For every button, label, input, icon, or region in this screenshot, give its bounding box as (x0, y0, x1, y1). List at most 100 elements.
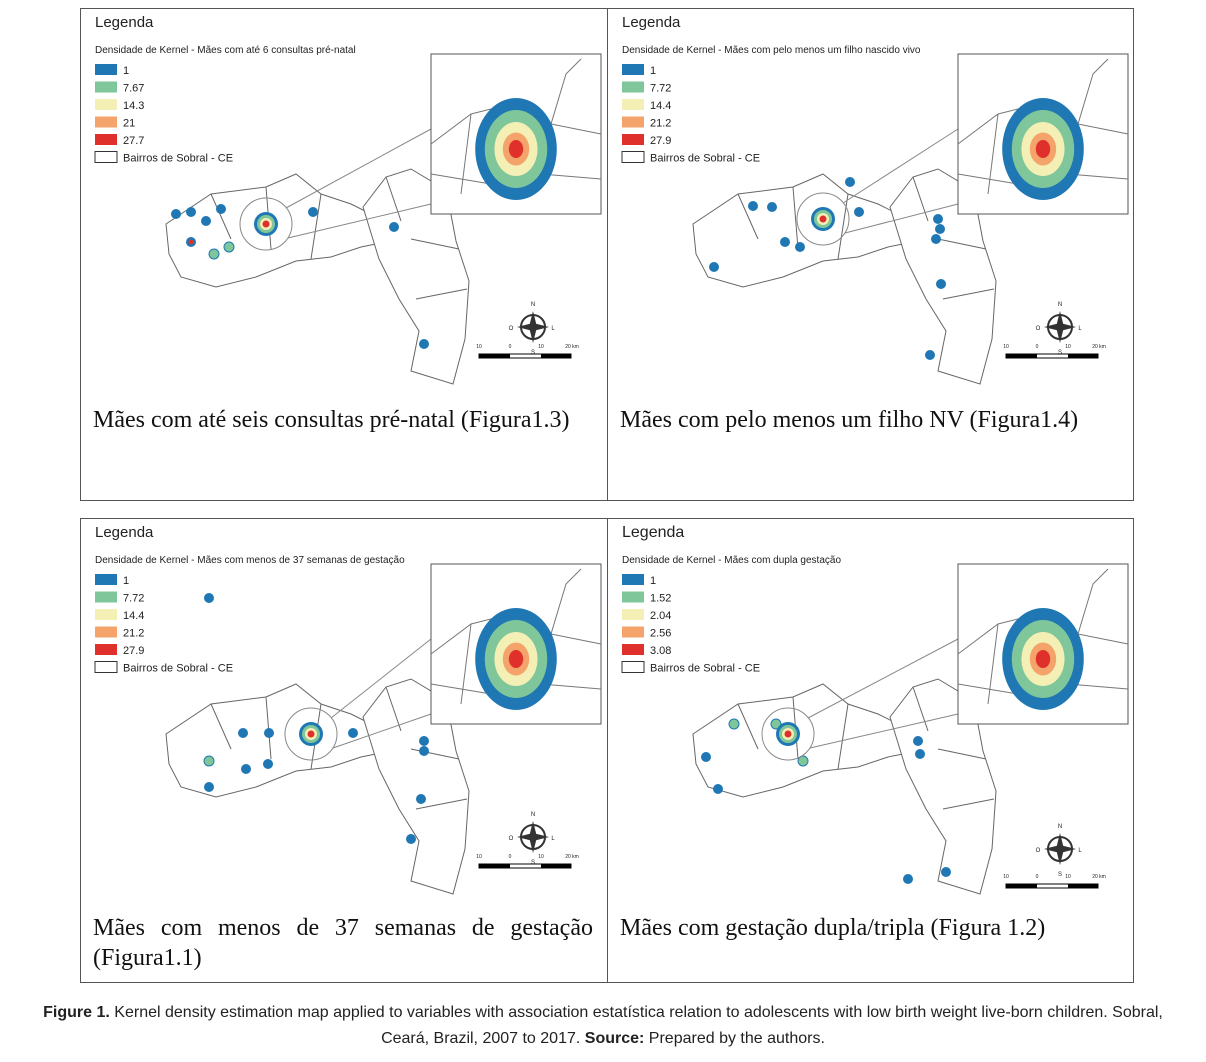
compass-letter: O (1036, 326, 1041, 332)
density-point (204, 782, 214, 792)
compass-letter: S (1058, 350, 1062, 356)
municipality (692, 168, 997, 385)
compass-letter: N (531, 812, 535, 818)
legend-heading: Legenda (95, 524, 154, 541)
density-point (308, 207, 318, 217)
density-point (216, 204, 226, 214)
scale-label: 10 (1065, 344, 1071, 350)
zoom-circle (239, 197, 293, 251)
figure-caption: Figure 1. Kernel density estimation map … (20, 1000, 1186, 1052)
legend-swatch (95, 99, 117, 110)
legend-label: 1 (650, 575, 656, 587)
legend-swatch (622, 64, 644, 75)
legend-heading: Legenda (95, 14, 154, 31)
district (165, 683, 402, 798)
density-point (419, 339, 429, 349)
district (692, 173, 929, 288)
municipality (165, 168, 470, 385)
zoom-line (809, 713, 959, 749)
map-panel: Legenda Densidade de Kernel - Mães com me… (80, 518, 608, 983)
inset-hotspot (1035, 140, 1051, 158)
density-point (854, 207, 864, 217)
compass-letter: L (1078, 326, 1082, 332)
map: Legenda Densidade de Kernel - Mães com pe… (621, 14, 1129, 385)
legend-label: 21.2 (123, 628, 144, 640)
density-point (223, 241, 235, 253)
map-panel: Legenda Densidade de Kernel - Mães com pe… (607, 8, 1134, 501)
density-point (931, 234, 941, 244)
zoom-line (844, 203, 959, 234)
density-point (748, 201, 758, 211)
density-point (208, 248, 220, 260)
density-point (389, 222, 399, 232)
legend-label: 7.72 (650, 83, 671, 95)
scale-label: 10 (538, 854, 544, 860)
legend-swatch (622, 574, 644, 585)
density-point (406, 834, 416, 844)
scale-label: 10 (1003, 874, 1009, 880)
legend-label: 14.3 (123, 100, 144, 112)
density-point (419, 736, 429, 746)
density-point (913, 736, 923, 746)
scale-bar (479, 354, 510, 358)
density-point (203, 755, 215, 767)
scale-label: 20 km (565, 854, 579, 860)
compass-letter: S (531, 350, 535, 356)
legend-label: 21 (123, 118, 135, 130)
density-point (767, 202, 777, 212)
density-core (188, 239, 194, 245)
compass-letter: O (1036, 848, 1041, 854)
legend-swatch (622, 591, 644, 603)
inset-hotspot (508, 140, 524, 158)
legend-label: 27.9 (650, 135, 671, 147)
density-point (941, 867, 951, 877)
legend-swatch (95, 609, 117, 620)
legend-swatch (95, 644, 117, 655)
legend-swatch (622, 81, 644, 93)
map: Legenda Densidade de Kernel - Mães com du… (621, 524, 1129, 895)
compass-letter: O (509, 326, 514, 332)
density-point (936, 279, 946, 289)
district (165, 173, 402, 288)
scale-bar (1006, 354, 1037, 358)
legend-heading: Legenda (622, 524, 684, 541)
legend-label: Bairros de Sobral - CE (650, 153, 760, 165)
legend-label: 14.4 (123, 610, 144, 622)
density-point (933, 214, 943, 224)
legend-swatch (94, 151, 118, 163)
legend-label: 1.52 (650, 593, 671, 605)
legend-swatch (95, 591, 117, 603)
legend-title: Densidade de Kernel - Mães com pelo meno… (622, 45, 921, 56)
district (889, 678, 997, 895)
hotspot (784, 730, 792, 738)
inset-hotspot (508, 650, 524, 668)
source-text: Prepared by the authors. (648, 1030, 825, 1047)
density-point (915, 749, 925, 759)
scale-label: 0 (509, 344, 512, 350)
density-point (713, 784, 723, 794)
density-point (925, 350, 935, 360)
legend-swatch (95, 574, 117, 585)
density-point (201, 216, 211, 226)
panel-caption: Mães com pelo menos um filho NV (Figura1… (620, 407, 1079, 433)
scale-label: 0 (1036, 344, 1039, 350)
hotspot (262, 220, 270, 228)
legend-swatch (622, 116, 644, 128)
legend-label: 7.72 (123, 593, 144, 605)
legend-label: 2.04 (650, 610, 671, 622)
scale-bar (541, 354, 571, 358)
density-point (264, 728, 274, 738)
scale-label: 10 (476, 344, 482, 350)
zoom-line (330, 638, 432, 719)
compass-letter: N (1058, 824, 1062, 830)
panel-caption: Mães com gestação dupla/tripla (Figura 1… (620, 915, 1046, 941)
density-point (797, 755, 809, 767)
legend-swatch (95, 64, 117, 75)
legend-swatch (622, 99, 644, 110)
legend-label: 1 (123, 575, 129, 587)
legend-swatch (621, 151, 645, 163)
map-panel: Legenda Densidade de Kernel - Mães com du… (607, 518, 1134, 983)
scale-label: 20 km (565, 344, 579, 350)
compass-star (1044, 311, 1076, 343)
